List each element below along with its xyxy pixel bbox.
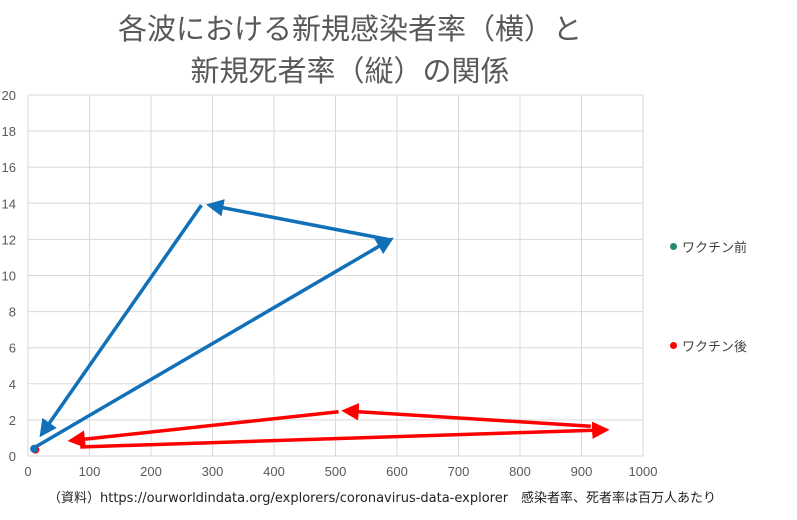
y-tick-label: 6 — [9, 341, 16, 356]
series-arrow — [205, 199, 389, 242]
x-tick-label: 900 — [571, 464, 593, 479]
legend-marker-after — [670, 342, 677, 349]
x-tick-label: 400 — [263, 464, 285, 479]
x-tick-label: 0 — [24, 464, 31, 479]
x-tick-label: 800 — [509, 464, 531, 479]
legend-marker-before — [670, 243, 677, 250]
y-tick-label: 18 — [2, 124, 16, 139]
series-start-point — [30, 444, 39, 453]
series-arrow — [39, 204, 203, 438]
legend-item-before: ワクチン前 — [670, 237, 747, 256]
legend-label-after: ワクチン後 — [682, 340, 748, 355]
y-tick-label: 16 — [2, 160, 16, 175]
x-tick-label: 300 — [202, 464, 224, 479]
series-arrow — [67, 410, 339, 448]
y-tick-label: 14 — [2, 196, 16, 211]
chart-title: 各波における新規感染者率（横）と 新規死者率（縦）の関係 — [100, 8, 600, 92]
x-tick-label: 500 — [325, 464, 347, 479]
source-note: （資料）https://ourworldindata.org/explorers… — [48, 491, 717, 506]
y-tick-label: 2 — [9, 413, 16, 428]
y-tick-label: 8 — [9, 305, 16, 320]
y-tick-label: 12 — [2, 232, 16, 247]
x-tick-label: 1000 — [629, 464, 658, 479]
series-arrow — [80, 421, 610, 449]
y-tick-label: 10 — [2, 269, 16, 284]
y-tick-label: 4 — [9, 377, 16, 392]
x-tick-label: 700 — [448, 464, 470, 479]
x-tick-label: 600 — [386, 464, 408, 479]
y-tick-label: 20 — [2, 88, 16, 103]
y-tick-label: 0 — [9, 449, 16, 464]
series-arrow — [341, 403, 591, 428]
title-line-2: 新規死者率（縦）の関係 — [190, 54, 510, 88]
legend-item-after: ワクチン後 — [670, 336, 747, 355]
x-tick-label: 100 — [79, 464, 101, 479]
series-arrow — [34, 237, 394, 449]
title-line-1: 各波における新規感染者率（横）と — [117, 12, 582, 46]
x-tick-label: 200 — [140, 464, 162, 479]
legend-label-before: ワクチン前 — [682, 241, 748, 256]
